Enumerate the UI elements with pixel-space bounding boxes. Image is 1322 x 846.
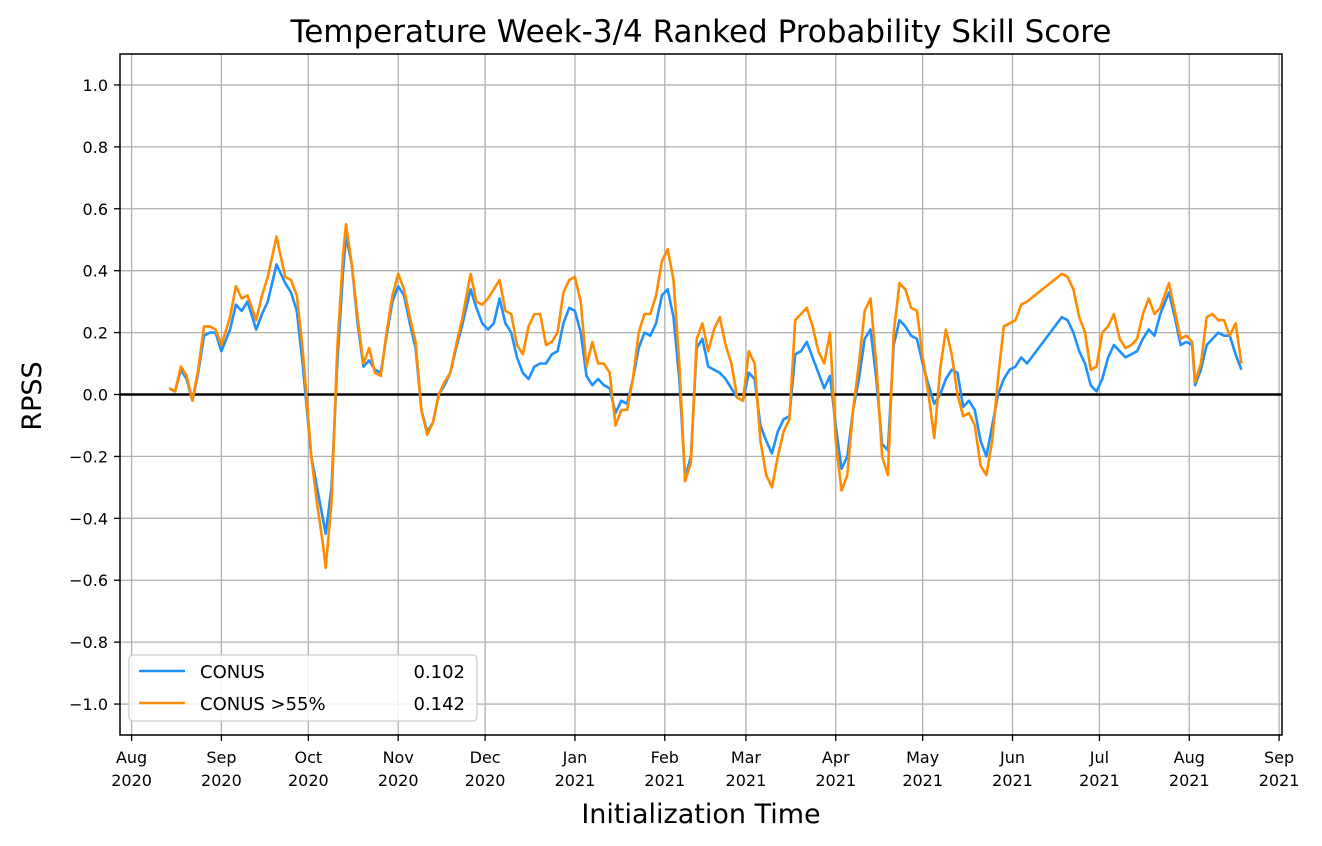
x-tick-label: Mar xyxy=(731,748,762,767)
x-tick-label: Jul xyxy=(1089,748,1109,767)
y-tick-label: 0.6 xyxy=(83,200,108,219)
x-tick-label-year: 2020 xyxy=(465,771,506,790)
x-tick-label: Aug xyxy=(1174,748,1205,767)
x-tick-label-year: 2021 xyxy=(726,771,767,790)
x-tick-label: Jun xyxy=(999,748,1025,767)
series-line-conus-55 xyxy=(168,223,1243,570)
y-axis-title: RPSS xyxy=(17,361,48,430)
y-axis-ticks: 1.0 0.8 0.6 0.4 0.2 0.0 −0.2 −0.4 −0.6 −0.8 −1.0 xyxy=(69,76,120,714)
legend: CONUS 0.102 CONUS >55% 0.142 xyxy=(128,654,478,722)
series-lines xyxy=(168,223,1243,570)
legend-box xyxy=(128,654,478,722)
y-tick-label: 0.4 xyxy=(83,262,108,281)
x-tick-label: Aug xyxy=(116,748,147,767)
legend-value-conus-55: 0.142 xyxy=(413,694,465,715)
x-tick-label: Feb xyxy=(651,748,679,767)
x-axis-ticks: Aug 2020 Sep 2020 Oct 2020 Nov 2020 Dec 2020 Jan 20… xyxy=(111,735,1299,790)
y-tick-label: −0.2 xyxy=(69,447,108,466)
x-tick-label-year: 2020 xyxy=(201,771,242,790)
y-tick-label: 0.8 xyxy=(83,138,108,157)
x-tick-label-year: 2020 xyxy=(288,771,329,790)
x-tick-label: Sep xyxy=(1264,748,1294,767)
legend-label-conus: CONUS xyxy=(200,662,265,683)
x-tick-label-year: 2020 xyxy=(111,771,152,790)
y-tick-label: 0.2 xyxy=(83,324,108,343)
x-tick-label-year: 2021 xyxy=(992,771,1033,790)
x-tick-label: Nov xyxy=(383,748,414,767)
x-tick-label-year: 2020 xyxy=(378,771,419,790)
chart-title: Temperature Week-3/4 Ranked Probability … xyxy=(290,14,1112,50)
x-tick-label: Oct xyxy=(295,748,323,767)
x-tick-label: Jan xyxy=(562,748,588,767)
x-tick-label: May xyxy=(906,748,939,767)
x-tick-label-year: 2021 xyxy=(644,771,685,790)
legend-label-conus-55: CONUS >55% xyxy=(200,694,326,715)
x-tick-label: Apr xyxy=(822,748,850,767)
legend-value-conus: 0.102 xyxy=(413,662,465,683)
x-tick-label-year: 2021 xyxy=(555,771,596,790)
x-axis-title: Initialization Time xyxy=(581,799,820,830)
x-tick-label-year: 2021 xyxy=(1079,771,1120,790)
x-tick-label-year: 2021 xyxy=(1169,771,1210,790)
x-tick-label-year: 2021 xyxy=(815,771,856,790)
x-tick-label: Dec xyxy=(470,748,501,767)
y-tick-label: −1.0 xyxy=(69,695,108,714)
x-tick-label-year: 2021 xyxy=(1259,771,1300,790)
x-tick-label: Sep xyxy=(206,748,236,767)
x-tick-label-year: 2021 xyxy=(902,771,943,790)
y-tick-label: 1.0 xyxy=(83,76,108,95)
y-tick-label: −0.8 xyxy=(69,633,108,652)
y-tick-label: −0.6 xyxy=(69,571,108,590)
y-tick-label: 0.0 xyxy=(83,386,108,405)
y-tick-label: −0.4 xyxy=(69,509,108,528)
